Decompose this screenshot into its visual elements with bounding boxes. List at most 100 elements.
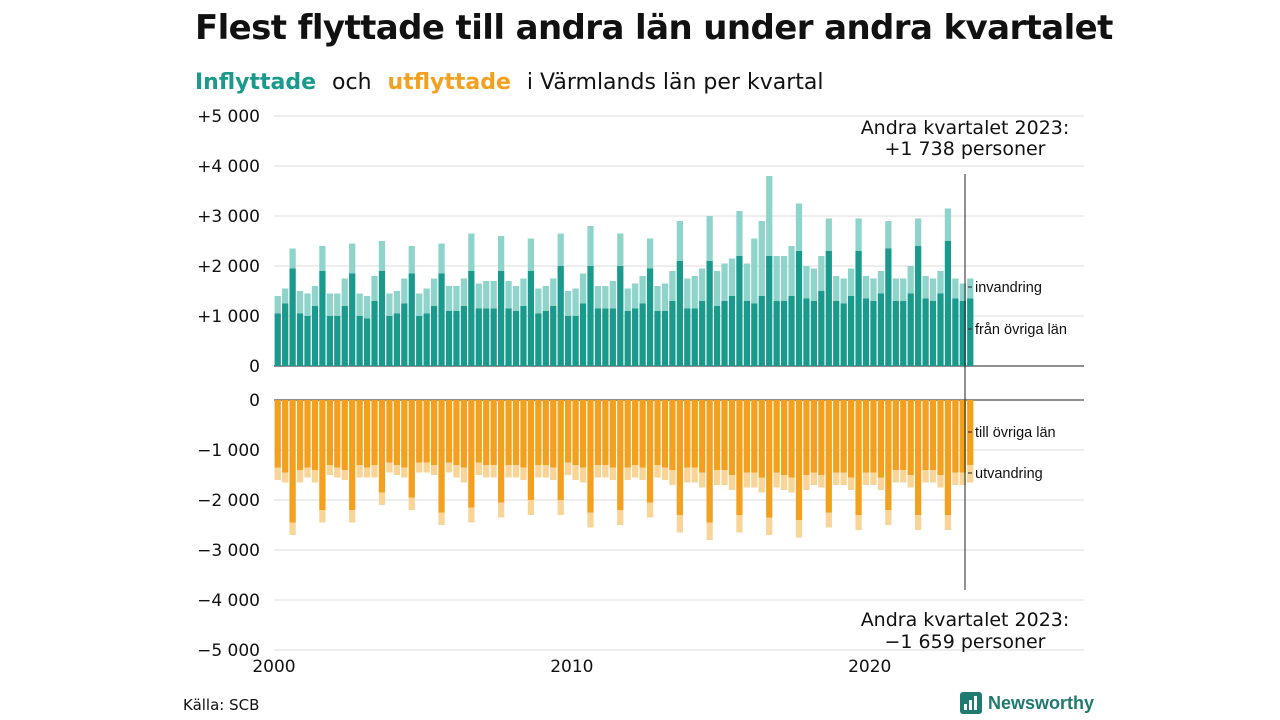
bar-fran-ovriga-lan bbox=[848, 296, 855, 366]
bar-fran-ovriga-lan bbox=[527, 271, 535, 366]
x-tick-label: 2010 bbox=[550, 657, 593, 677]
bar-invandring bbox=[505, 281, 512, 309]
bar-invandring bbox=[438, 243, 445, 274]
bar-invandring bbox=[386, 293, 393, 316]
bar-invandring bbox=[773, 256, 780, 301]
label-invandring: invandring bbox=[975, 280, 1042, 296]
bar-till-ovriga-lan bbox=[833, 400, 840, 473]
bar-fran-ovriga-lan bbox=[468, 271, 475, 366]
bar-utvandring bbox=[319, 510, 326, 523]
bar-till-ovriga-lan bbox=[468, 400, 475, 508]
bar-fran-ovriga-lan bbox=[520, 306, 527, 366]
bar-invandring bbox=[855, 218, 862, 251]
bar-invandring bbox=[870, 278, 877, 301]
bar-fran-ovriga-lan bbox=[296, 313, 304, 366]
bar-utvandring bbox=[721, 470, 728, 485]
label-fran-ovriga-lan: från övriga län bbox=[975, 322, 1067, 338]
bar-till-ovriga-lan bbox=[639, 400, 646, 468]
bar-utvandring bbox=[773, 472, 780, 488]
bar-invandring bbox=[937, 271, 944, 294]
bar-utvandring bbox=[356, 465, 363, 478]
bar-fran-ovriga-lan bbox=[594, 308, 602, 366]
bar-fran-ovriga-lan bbox=[713, 306, 721, 366]
bar-invandring bbox=[565, 291, 572, 316]
bar-utvandring bbox=[818, 475, 825, 488]
bar-invandring bbox=[572, 288, 579, 316]
bar-utvandring bbox=[661, 467, 669, 480]
bar-fran-ovriga-lan bbox=[691, 308, 698, 366]
bar-fran-ovriga-lan bbox=[572, 316, 579, 366]
bar-fran-ovriga-lan bbox=[788, 296, 795, 366]
y-tick-label: +2 000 bbox=[197, 257, 260, 277]
bar-till-ovriga-lan bbox=[862, 400, 870, 473]
bar-fran-ovriga-lan bbox=[810, 301, 818, 366]
bar-fran-ovriga-lan bbox=[289, 268, 296, 366]
bar-invandring bbox=[646, 238, 654, 269]
label-utvandring: utvandring bbox=[975, 466, 1043, 482]
bar-till-ovriga-lan bbox=[624, 400, 631, 468]
bar-till-ovriga-lan bbox=[408, 400, 415, 498]
bar-fran-ovriga-lan bbox=[706, 261, 713, 366]
bar-fran-ovriga-lan bbox=[915, 246, 922, 366]
bar-fran-ovriga-lan bbox=[371, 301, 378, 366]
y-tick-label: +1 000 bbox=[197, 307, 260, 327]
bar-invandring bbox=[862, 276, 870, 299]
chart-subtitle: Inflyttade och utflyttade i Värmlands län p… bbox=[195, 70, 823, 95]
bar-fran-ovriga-lan bbox=[907, 293, 914, 366]
bar-invandring bbox=[818, 256, 825, 291]
bar-invandring bbox=[274, 296, 281, 314]
bar-till-ovriga-lan bbox=[356, 400, 363, 465]
bar-invandring bbox=[423, 288, 430, 314]
bar-invandring bbox=[877, 271, 885, 294]
bar-utvandring bbox=[416, 462, 423, 473]
bar-utvandring bbox=[877, 477, 885, 490]
bar-fran-ovriga-lan bbox=[780, 301, 788, 366]
bar-utvandring bbox=[371, 465, 378, 478]
bar-fran-ovriga-lan bbox=[758, 296, 765, 366]
bar-utvandring bbox=[378, 492, 386, 505]
bar-utvandring bbox=[706, 522, 713, 540]
bar-fran-ovriga-lan bbox=[423, 313, 430, 366]
bar-till-ovriga-lan bbox=[721, 400, 728, 470]
bar-fran-ovriga-lan bbox=[684, 308, 691, 366]
source-label: Källa: SCB bbox=[183, 696, 260, 714]
bar-invandring bbox=[706, 216, 713, 261]
bar-fran-ovriga-lan bbox=[833, 301, 840, 366]
bar-utvandring bbox=[274, 467, 281, 480]
bar-fran-ovriga-lan bbox=[959, 301, 966, 366]
bar-utvandring bbox=[311, 470, 319, 483]
bar-till-ovriga-lan bbox=[848, 400, 855, 478]
bar-invandring bbox=[833, 276, 840, 301]
bar-utvandring bbox=[736, 515, 743, 533]
chart-title: Flest flyttade till andra län under andr… bbox=[195, 8, 1113, 48]
bar-till-ovriga-lan bbox=[289, 400, 296, 523]
bar-till-ovriga-lan bbox=[877, 400, 885, 478]
bar-invandring bbox=[751, 238, 758, 304]
bar-utvandring bbox=[542, 465, 549, 478]
bar-till-ovriga-lan bbox=[565, 400, 572, 463]
y-tick-label: −4 000 bbox=[197, 591, 260, 611]
bar-fran-ovriga-lan bbox=[311, 306, 319, 366]
bar-utvandring bbox=[475, 462, 482, 475]
bar-invandring bbox=[967, 278, 974, 299]
bar-utvandring bbox=[602, 465, 609, 478]
bar-invandring bbox=[557, 233, 564, 266]
bar-invandring bbox=[602, 286, 609, 309]
bar-till-ovriga-lan bbox=[393, 400, 400, 465]
bar-fran-ovriga-lan bbox=[408, 273, 415, 366]
bar-fran-ovriga-lan bbox=[646, 268, 654, 366]
bar-utvandring bbox=[684, 467, 691, 483]
bar-utvandring bbox=[334, 467, 341, 478]
bar-utvandring bbox=[594, 465, 602, 478]
bar-till-ovriga-lan bbox=[520, 400, 527, 468]
y-tick-label: 0 bbox=[249, 391, 260, 411]
bar-till-ovriga-lan bbox=[937, 400, 944, 475]
bar-utvandring bbox=[743, 472, 750, 488]
y-tick-label: −5 000 bbox=[197, 641, 260, 661]
bar-utvandring bbox=[654, 465, 661, 478]
bar-invandring bbox=[326, 293, 333, 316]
bar-invandring bbox=[311, 286, 319, 306]
bar-fran-ovriga-lan bbox=[542, 311, 549, 366]
bar-utvandring bbox=[609, 467, 616, 480]
bar-fran-ovriga-lan bbox=[766, 256, 773, 366]
